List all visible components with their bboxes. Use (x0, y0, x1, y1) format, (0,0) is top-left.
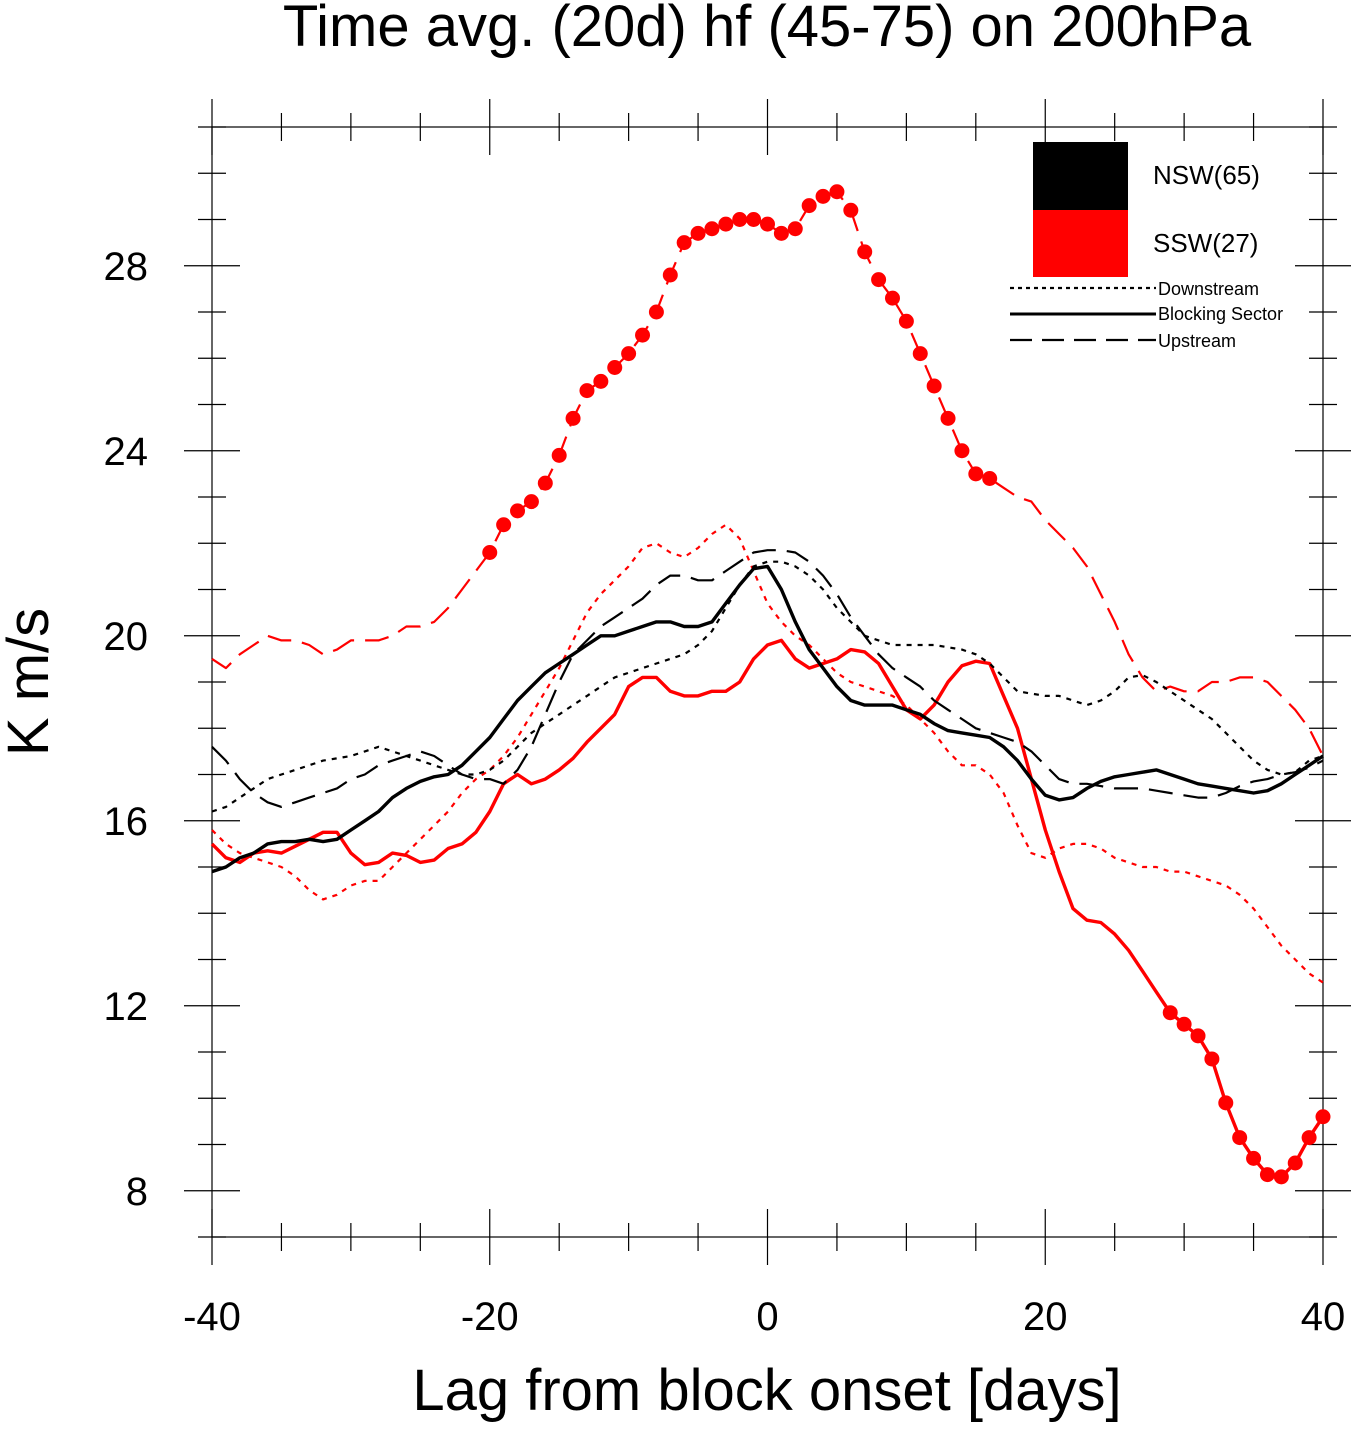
data-point-ssw-upstream (579, 383, 595, 399)
data-point-ssw-blocking-sector (1246, 1150, 1262, 1166)
data-point-ssw-upstream (523, 494, 539, 510)
data-point-ssw-upstream (704, 221, 720, 237)
y-tick-label: 12 (104, 985, 149, 1029)
y-tick-label: 8 (126, 1170, 148, 1214)
y-tick-label: 24 (104, 430, 149, 474)
chart-title: Time avg. (20d) hf (45-75) on 200hPa (283, 0, 1252, 59)
x-tick-label: 40 (1301, 1295, 1346, 1339)
data-point-ssw-upstream (732, 212, 748, 227)
series-line-nsw-blocking-sector (211, 564, 1324, 874)
data-point-ssw-upstream (551, 447, 567, 463)
series-line-ssw-upstream (211, 190, 1324, 757)
data-point-ssw-upstream (773, 225, 789, 241)
data-point-ssw-upstream (912, 346, 928, 362)
x-tick-label: -40 (183, 1295, 241, 1339)
data-point-ssw-upstream (982, 471, 998, 486)
data-point-ssw-upstream (843, 202, 859, 218)
legend-swatch-nsw (1033, 142, 1128, 210)
data-point-ssw-upstream (801, 198, 817, 214)
data-point-ssw-upstream (829, 184, 845, 200)
series-markers (482, 184, 1331, 1185)
data-point-ssw-upstream (884, 290, 900, 306)
y-tick-label: 20 (104, 615, 149, 659)
legend: NSW(65) SSW(27) Downstream Blocking Sect… (1010, 142, 1283, 351)
series-line-ssw-downstream (211, 523, 1324, 984)
x-tick-label: 0 (756, 1295, 778, 1339)
y-tick-label: 16 (104, 800, 149, 844)
data-point-ssw-upstream (662, 267, 678, 283)
data-point-ssw-blocking-sector (1273, 1169, 1289, 1185)
data-point-ssw-upstream (635, 327, 651, 343)
legend-label-downstream: Downstream (1158, 279, 1259, 299)
data-point-ssw-upstream (857, 244, 873, 260)
data-point-ssw-upstream (898, 313, 914, 329)
data-point-ssw-upstream (746, 212, 762, 227)
axis-ticks: -40 -20 0 20 40 8 12 16 20 24 28 (104, 99, 1351, 1339)
legend-swatch-ssw (1033, 210, 1128, 277)
data-point-ssw-upstream (621, 346, 637, 362)
legend-label-upstream: Upstream (1158, 331, 1236, 351)
data-point-ssw-blocking-sector (1259, 1167, 1275, 1183)
data-point-ssw-blocking-sector (1218, 1095, 1234, 1111)
legend-label-blocking-sector: Blocking Sector (1158, 304, 1283, 324)
data-point-ssw-blocking-sector (1176, 1016, 1192, 1032)
x-tick-label: 20 (1023, 1295, 1068, 1339)
data-point-ssw-blocking-sector (1315, 1109, 1331, 1125)
data-point-ssw-upstream (496, 517, 512, 533)
data-point-ssw-upstream (510, 503, 526, 519)
legend-label-nsw: NSW(65) (1153, 160, 1260, 190)
y-tick-label: 28 (104, 245, 149, 289)
data-point-ssw-blocking-sector (1190, 1028, 1206, 1044)
data-point-ssw-upstream (482, 545, 498, 560)
data-point-ssw-upstream (676, 235, 692, 251)
data-point-ssw-upstream (787, 221, 803, 237)
data-point-ssw-upstream (718, 216, 734, 232)
data-point-ssw-upstream (593, 373, 609, 389)
data-point-ssw-blocking-sector (1232, 1130, 1248, 1146)
legend-label-ssw: SSW(27) (1153, 228, 1258, 258)
data-point-ssw-upstream (565, 410, 581, 426)
series-line-nsw-upstream (211, 549, 1324, 809)
data-point-ssw-upstream (607, 360, 623, 375)
series-lines (210, 190, 1325, 1179)
data-point-ssw-upstream (815, 188, 831, 204)
data-point-ssw-upstream (537, 475, 553, 491)
data-point-ssw-blocking-sector (1162, 1005, 1178, 1021)
data-point-ssw-blocking-sector (1204, 1051, 1220, 1067)
data-point-ssw-upstream (954, 443, 970, 459)
x-tick-label: -20 (461, 1295, 519, 1339)
data-point-ssw-upstream (926, 378, 942, 394)
data-point-ssw-blocking-sector (1287, 1155, 1303, 1171)
data-point-ssw-upstream (648, 304, 664, 320)
x-axis-label: Lag from block onset [days] (412, 1358, 1121, 1423)
data-point-ssw-upstream (690, 225, 706, 241)
data-point-ssw-upstream (940, 410, 956, 426)
data-point-ssw-blocking-sector (1301, 1130, 1317, 1146)
y-axis-label: K m/s (0, 608, 61, 756)
data-point-ssw-upstream (871, 272, 887, 288)
series-line-nsw-downstream (211, 560, 1324, 813)
series-line-ssw-blocking-sector (210, 638, 1325, 1179)
data-point-ssw-upstream (968, 466, 984, 482)
data-point-ssw-upstream (760, 216, 775, 232)
